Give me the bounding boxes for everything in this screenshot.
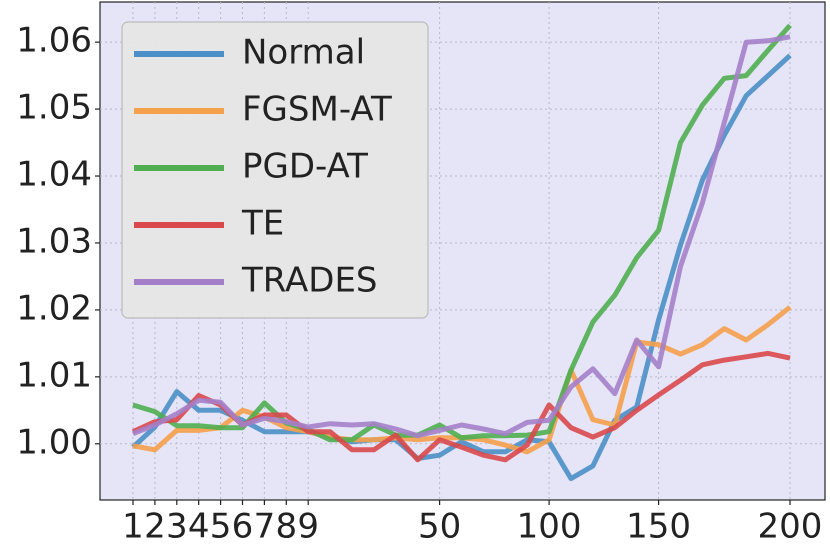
y-tick-label: 1.06 (16, 21, 92, 61)
legend-label: TRADES (241, 261, 378, 301)
x-tick-label: 100 (517, 507, 582, 547)
x-tick-label: 6 (232, 507, 254, 547)
x-tick-label: 2 (144, 507, 166, 547)
line-series (131, 53, 792, 482)
legend-label: Normal (242, 33, 365, 73)
x-tick-label: 3 (166, 507, 188, 547)
x-tick-label: 150 (626, 507, 691, 547)
y-tick-label: 1.00 (16, 422, 92, 462)
y-tick-label: 1.04 (16, 155, 92, 195)
y-tick-label: 1.05 (16, 88, 92, 128)
legend-label: FGSM-AT (242, 90, 392, 130)
x-tick-label: 7 (254, 507, 276, 547)
legend: Normal FGSM-AT PGD-AT TE TRADES (121, 21, 429, 319)
line-series (132, 23, 792, 443)
line-series (132, 34, 791, 439)
legend-label: TE (241, 204, 284, 244)
x-tick-label: 4 (188, 507, 210, 547)
legend-label: PGD-AT (242, 147, 368, 187)
legend-box (121, 21, 429, 319)
x-tick-label: 8 (275, 507, 297, 547)
y-tick-label: 1.03 (16, 221, 92, 261)
y-tick-label: 1.02 (16, 288, 92, 328)
x-tick-label: 5 (210, 507, 232, 547)
x-tick-label: 1 (122, 507, 144, 547)
x-tick-label: 9 (297, 507, 319, 547)
x-tick-label: 50 (418, 507, 461, 547)
lines (131, 23, 792, 482)
x-tick-label: 200 (758, 507, 823, 547)
y-tick-label: 1.01 (16, 355, 92, 395)
